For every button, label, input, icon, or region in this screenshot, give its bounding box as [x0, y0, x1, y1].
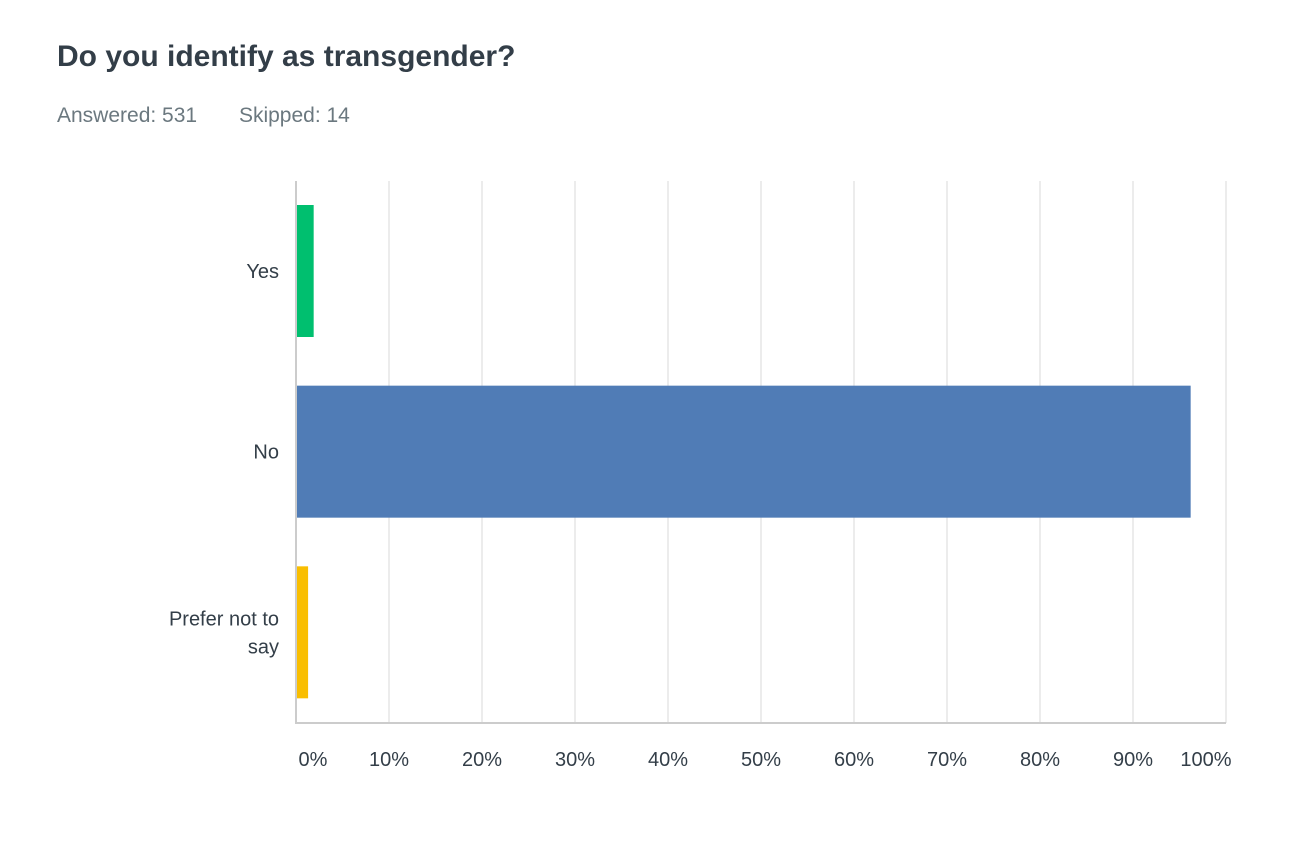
- x-tick-label: 100%: [1180, 749, 1231, 771]
- y-category-label: Prefer not to say: [169, 608, 279, 658]
- answered-count: Answered: 531: [57, 104, 198, 127]
- x-tick-label: 20%: [462, 749, 502, 771]
- bar-no: [297, 385, 1191, 518]
- response-stats: Answered: 531 Skipped: 14: [57, 104, 386, 128]
- x-tick-label: 60%: [834, 749, 874, 771]
- x-tick-label: 70%: [927, 749, 967, 771]
- y-category-label: No: [253, 442, 279, 464]
- skipped-count: Skipped: 14: [238, 104, 350, 127]
- x-tick-label: 40%: [648, 749, 688, 771]
- bar-prefer-not-to-say: [297, 566, 309, 699]
- y-category-label: Yes: [246, 261, 279, 283]
- x-tick-label: 80%: [1020, 749, 1060, 771]
- x-tick-label: 90%: [1113, 749, 1153, 771]
- bar-yes: [297, 205, 314, 337]
- x-tick-label: 10%: [369, 749, 409, 771]
- x-tick-label: 50%: [741, 749, 781, 771]
- x-tick-label: 0%: [299, 749, 328, 771]
- question-title: Do you identify as transgender?: [57, 40, 516, 73]
- x-tick-label: 30%: [555, 749, 595, 771]
